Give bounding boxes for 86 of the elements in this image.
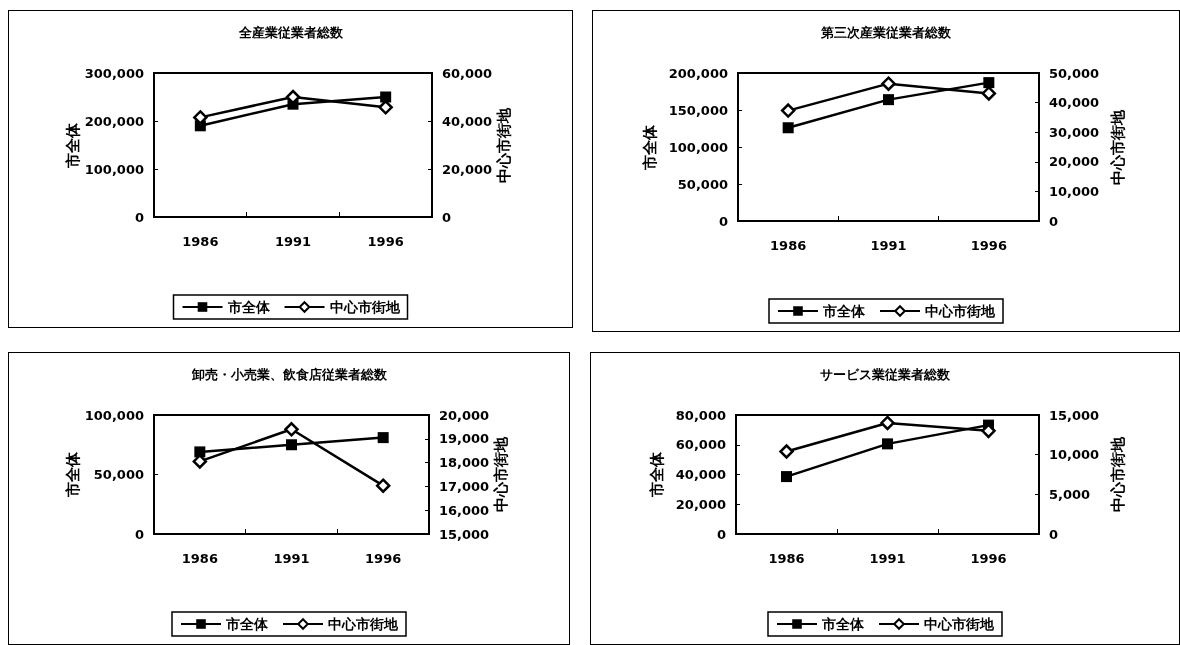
x-tick-label: 1986 bbox=[181, 551, 218, 566]
y2-tick-label: 0 bbox=[1049, 213, 1059, 229]
x-tick-label: 1986 bbox=[770, 238, 807, 253]
legend-label: 市全体 bbox=[821, 616, 865, 632]
point bbox=[377, 432, 389, 444]
point bbox=[779, 444, 794, 459]
y2-tick-label: 18,000 bbox=[439, 455, 490, 471]
y2-tick-label: 10,000 bbox=[1049, 447, 1100, 463]
x-tick-label: 1991 bbox=[273, 551, 310, 566]
y2-tick-label: 10,000 bbox=[1049, 183, 1100, 199]
y-tick-label: 200,000 bbox=[84, 113, 144, 129]
x-tick-label: 1996 bbox=[367, 234, 404, 249]
y2-tick-label: 15,000 bbox=[1049, 407, 1100, 423]
point bbox=[380, 91, 392, 103]
point bbox=[983, 77, 995, 89]
y2-tick-label: 50,000 bbox=[1049, 65, 1100, 81]
y2-tick-label: 60,000 bbox=[442, 65, 493, 81]
y2-tick-label: 17,000 bbox=[439, 478, 490, 494]
point bbox=[194, 446, 206, 458]
point bbox=[882, 438, 893, 450]
y2-tick-label: 0 bbox=[442, 209, 452, 225]
chart-title: 卸売・小売業、飲食店従業者総数 bbox=[190, 367, 388, 382]
y-tick-label: 100,000 bbox=[84, 161, 144, 177]
y2-tick-label: 5,000 bbox=[1049, 486, 1091, 502]
legend-label: 中心市街地 bbox=[329, 299, 401, 315]
y-axis-title: 市全体 bbox=[648, 451, 667, 498]
y-tick-label: 300,000 bbox=[84, 65, 144, 81]
y2-tick-label: 40,000 bbox=[1049, 95, 1100, 111]
x-tick-label: 1991 bbox=[869, 551, 906, 566]
legend-label: 市全体 bbox=[225, 616, 269, 632]
chart-title: 全産業従業者総数 bbox=[237, 25, 344, 40]
y-tick-label: 0 bbox=[716, 526, 726, 542]
legend-label: 市全体 bbox=[822, 303, 866, 319]
x-tick-label: 1991 bbox=[870, 238, 907, 253]
y-axis-title: 市全体 bbox=[641, 123, 660, 171]
point bbox=[881, 76, 896, 91]
y-tick-label: 100,000 bbox=[84, 407, 144, 423]
y2-axis-title: 中心市街地 bbox=[494, 106, 513, 183]
point bbox=[375, 478, 391, 493]
x-tick-label: 1996 bbox=[970, 238, 1007, 253]
y-axis-title: 市全体 bbox=[64, 121, 83, 169]
point bbox=[880, 415, 895, 431]
x-tick-label: 1986 bbox=[182, 234, 219, 249]
y2-tick-label: 20,000 bbox=[439, 407, 490, 423]
x-tick-label: 1991 bbox=[274, 234, 312, 249]
chart-title: 第三次産業従業者総数 bbox=[820, 25, 952, 40]
y-tick-label: 0 bbox=[134, 209, 144, 225]
y-tick-label: 100,000 bbox=[668, 139, 728, 155]
y-axis-title: 市全体 bbox=[64, 451, 83, 498]
point bbox=[883, 94, 894, 106]
y2-tick-label: 40,000 bbox=[442, 113, 493, 129]
y-tick-label: 50,000 bbox=[677, 176, 728, 192]
y-tick-label: 40,000 bbox=[675, 467, 726, 482]
y2-axis-title: 中心市街地 bbox=[491, 436, 510, 512]
y2-tick-label: 0 bbox=[1049, 526, 1059, 542]
legend-label: 中心市街地 bbox=[924, 616, 995, 632]
point bbox=[378, 100, 393, 115]
legend-label: 市全体 bbox=[226, 299, 271, 315]
point bbox=[782, 122, 794, 134]
point bbox=[781, 471, 792, 483]
legend-label: 中心市街地 bbox=[925, 303, 996, 319]
legend-label: 中心市街地 bbox=[328, 616, 399, 632]
y-tick-label: 20,000 bbox=[675, 496, 726, 512]
x-tick-label: 1986 bbox=[768, 551, 805, 566]
y-tick-label: 200,000 bbox=[668, 65, 728, 81]
y2-tick-label: 30,000 bbox=[1049, 124, 1100, 140]
y2-tick-label: 19,000 bbox=[439, 431, 490, 447]
y2-axis-title: 中心市街地 bbox=[1108, 436, 1127, 512]
y2-tick-label: 20,000 bbox=[442, 161, 493, 177]
y-tick-label: 0 bbox=[718, 213, 728, 229]
point bbox=[981, 86, 997, 101]
y-tick-label: 50,000 bbox=[93, 467, 144, 482]
y-tick-label: 60,000 bbox=[675, 437, 726, 453]
y2-tick-label: 15,000 bbox=[439, 526, 490, 542]
point bbox=[286, 439, 297, 451]
point bbox=[284, 422, 299, 437]
x-tick-label: 1996 bbox=[365, 551, 402, 566]
point bbox=[780, 103, 796, 118]
y-tick-label: 0 bbox=[134, 526, 144, 542]
x-tick-label: 1996 bbox=[970, 551, 1007, 566]
y2-axis-title: 中心市街地 bbox=[1108, 108, 1127, 185]
y-tick-label: 150,000 bbox=[668, 102, 728, 118]
chart-title: サービス業従業者総数 bbox=[820, 367, 951, 382]
y2-tick-label: 16,000 bbox=[439, 502, 490, 518]
y-tick-label: 80,000 bbox=[675, 407, 726, 423]
y2-tick-label: 20,000 bbox=[1049, 154, 1100, 170]
